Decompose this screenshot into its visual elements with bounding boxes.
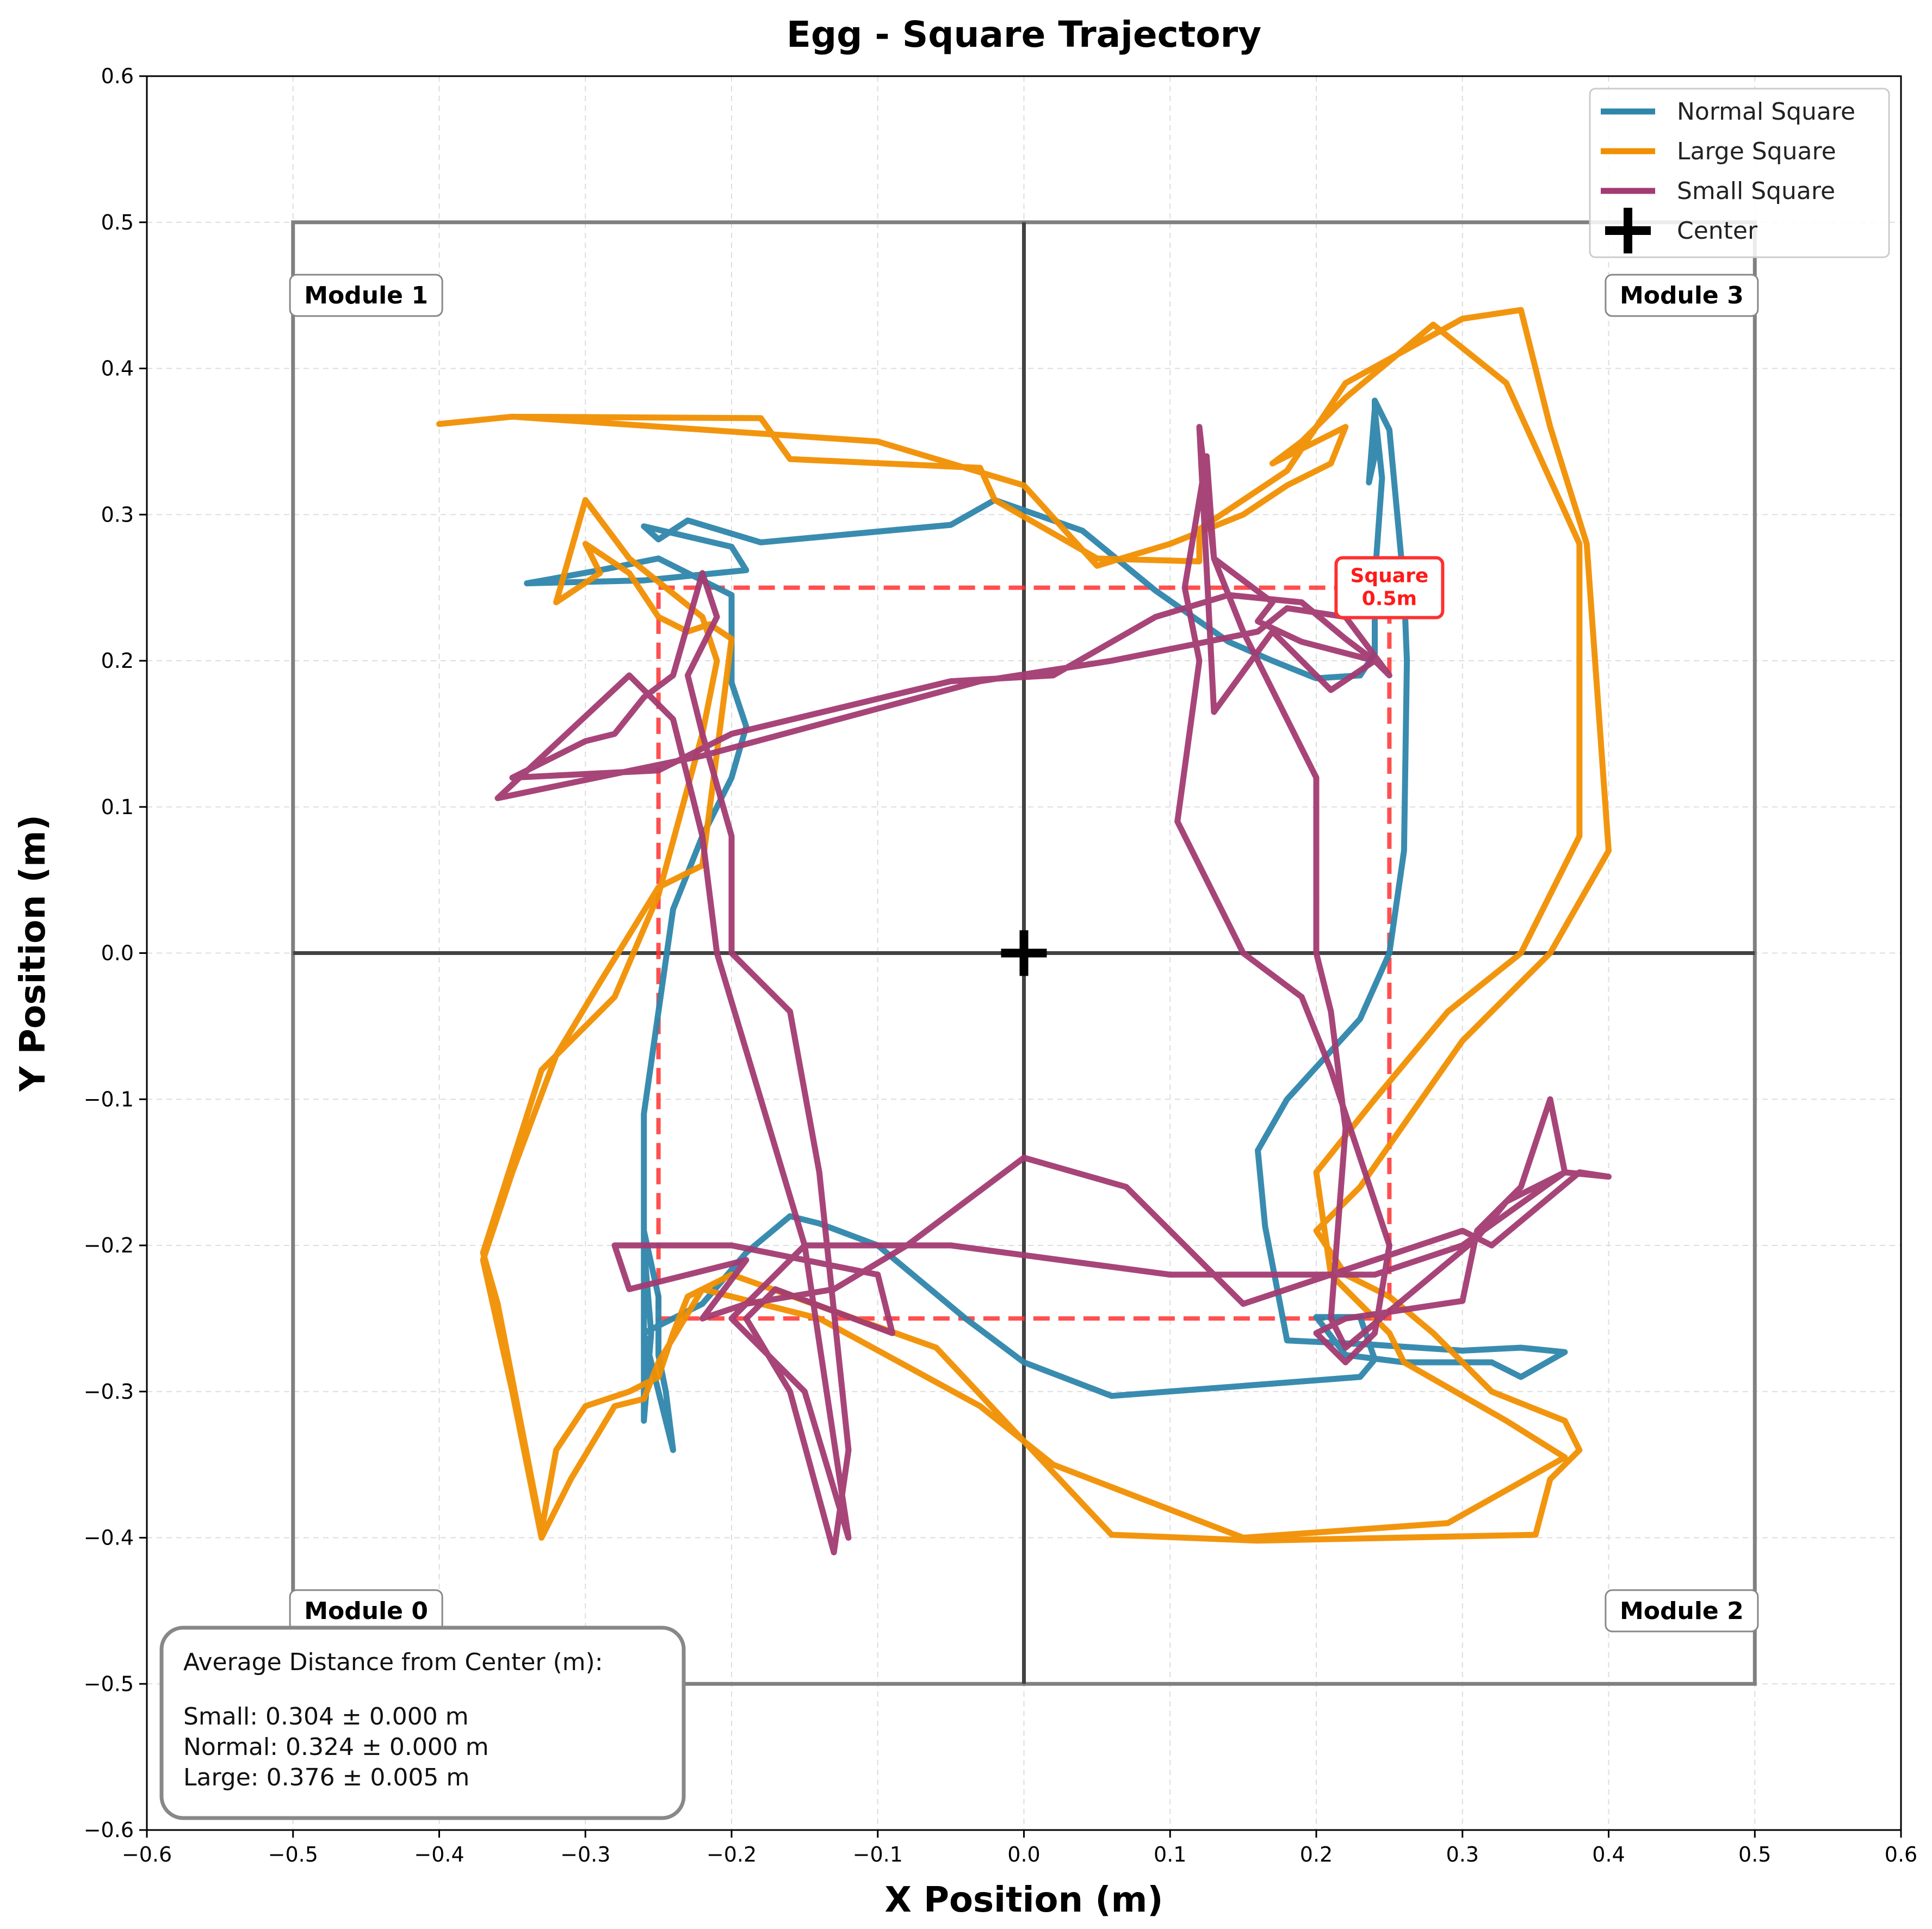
stats-line: Normal: 0.324 ± 0.000 m	[183, 1733, 489, 1761]
center-marker-layer	[1001, 930, 1047, 976]
module-label: Module 2	[1620, 1597, 1744, 1625]
y-tick-label: −0.2	[84, 1233, 134, 1257]
y-tick-label: −0.6	[84, 1818, 134, 1842]
legend-box	[1589, 88, 1890, 258]
stats-title: Average Distance from Center (m):	[183, 1648, 603, 1676]
x-tick-label: 0.4	[1592, 1843, 1625, 1866]
x-tick-label: 0.3	[1446, 1843, 1479, 1866]
stats-line: Small: 0.304 ± 0.000 m	[183, 1703, 469, 1730]
series-line-small	[494, 424, 1612, 1555]
module-label: Module 3	[1620, 282, 1744, 309]
y-tick-label: −0.5	[84, 1672, 134, 1696]
x-tick-label: −0.5	[268, 1843, 318, 1866]
x-axis-title: X Position (m)	[884, 1880, 1163, 1920]
module-label: Module 1	[304, 282, 428, 309]
y-tick-label: 0.3	[101, 503, 134, 526]
x-tick-label: 0.0	[1007, 1843, 1040, 1866]
series-line-large	[436, 307, 1612, 1544]
series-line-normal	[524, 398, 1568, 1453]
target-square	[656, 585, 1392, 1321]
target-square-outline	[656, 585, 1392, 1321]
x-tick-label: 0.1	[1154, 1843, 1186, 1866]
y-axis-title: Y Position (m)	[13, 815, 53, 1092]
legend-label: Center	[1677, 217, 1758, 245]
y-tick-label: −0.3	[84, 1380, 134, 1404]
y-tick-label: 0.0	[101, 941, 134, 965]
stats-line: Large: 0.376 ± 0.005 m	[183, 1764, 469, 1791]
x-tick-label: −0.2	[707, 1843, 757, 1866]
module-label-box	[1605, 1589, 1759, 1633]
module-labels: Module 0 Module 1 Module 2 Module 3	[289, 274, 1759, 1633]
x-tick-label: 0.6	[1885, 1843, 1917, 1866]
legend-label: Large Square	[1677, 138, 1836, 165]
legend-label: Small Square	[1677, 177, 1835, 205]
chart-title: Egg - Square Trajectory	[787, 14, 1261, 55]
stats-box: Average Distance from Center (m): Small: …	[159, 1626, 686, 1820]
y-tick-label: 0.5	[101, 210, 134, 234]
target-label-box	[1334, 556, 1445, 619]
legend-label: Normal Square	[1677, 98, 1855, 126]
target-label: 0.5m	[1362, 588, 1417, 610]
module-label-box	[1605, 274, 1759, 317]
legend: Normal Square Large Square Small Square Cen…	[1589, 88, 1890, 258]
x-tick-label: −0.1	[853, 1843, 903, 1866]
y-tick-label: 0.2	[101, 649, 134, 673]
y-tick-label: 0.1	[101, 795, 134, 819]
y-tick-label: 0.4	[101, 357, 134, 381]
y-tick-label: −0.1	[84, 1087, 134, 1111]
x-tick-label: −0.4	[414, 1843, 464, 1866]
legend-center-icon	[1605, 208, 1651, 253]
module-label: Module 0	[304, 1597, 428, 1625]
x-tick-label: 0.2	[1300, 1843, 1333, 1866]
x-tick-label: −0.3	[560, 1843, 610, 1866]
x-tick-label: −0.6	[122, 1843, 172, 1866]
stats-box-frame	[159, 1626, 686, 1820]
x-tick-label: 0.5	[1738, 1843, 1771, 1866]
y-tick-label: −0.4	[84, 1526, 134, 1550]
y-tick-label: 0.6	[101, 64, 134, 88]
center-marker-icon	[1001, 930, 1047, 976]
target-label: Square	[1350, 565, 1428, 587]
module-label-box	[289, 274, 443, 317]
axis-ticks: −0.6 −0.5 −0.4 −0.3 −0.2 −0.1 0.0 0.1 0.2 0.3 0.4 0…	[84, 64, 1918, 1866]
trajectory-series	[436, 307, 1612, 1555]
